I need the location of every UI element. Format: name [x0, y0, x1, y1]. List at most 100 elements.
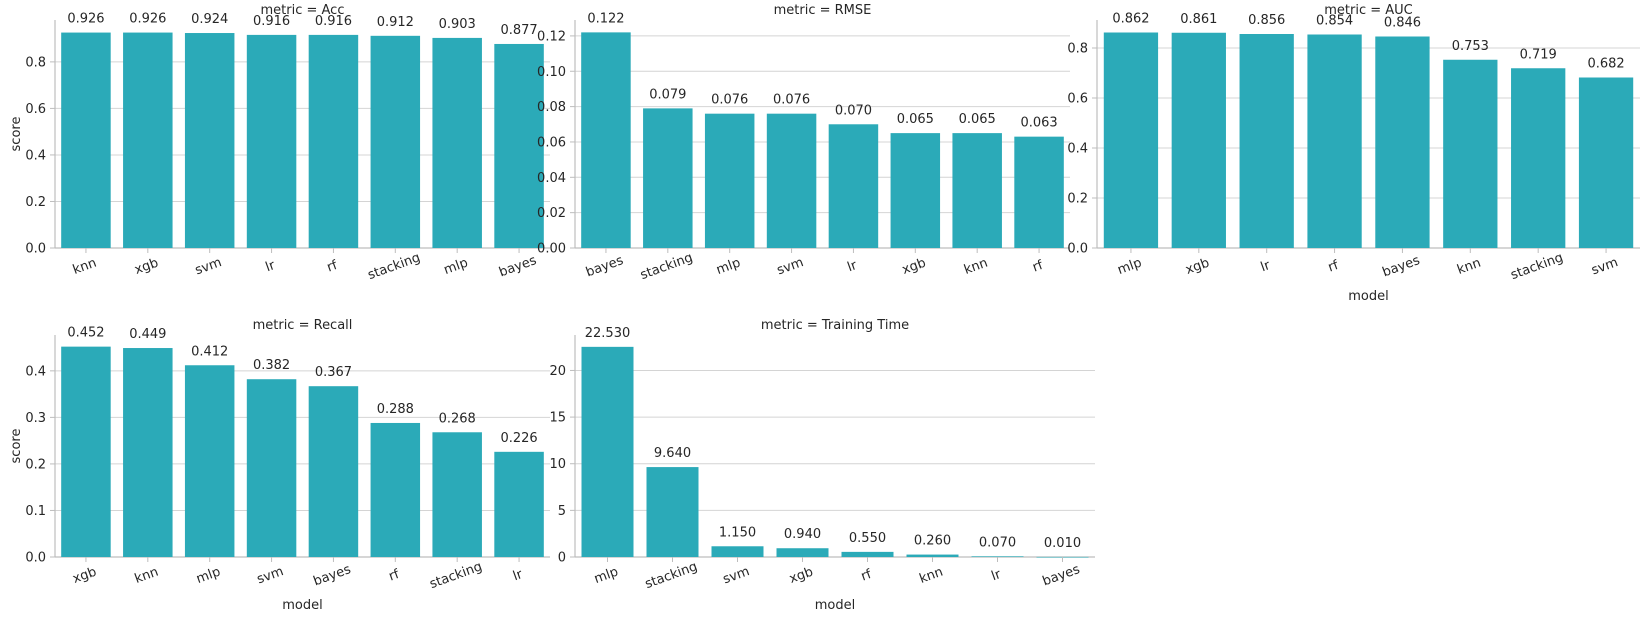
- y-tick-label: 0.00: [537, 242, 566, 257]
- x-tick-label: xgb: [71, 565, 99, 587]
- data-label: 0.449: [129, 327, 166, 342]
- bar: [704, 113, 755, 249]
- data-label: 0.916: [315, 14, 352, 29]
- x-tick-label: bayes: [1041, 562, 1083, 589]
- x-tick-label: stacking: [366, 250, 422, 283]
- data-label: 0.877: [500, 23, 537, 38]
- x-tick-label: xgb: [133, 256, 161, 278]
- panel-5: 0 5 10 15 20 22.530 mlp 9.640 stacking 1.150 svm 0.…: [549, 318, 1095, 613]
- data-label: 0.682: [1587, 57, 1624, 72]
- x-tick-label: bayes: [584, 253, 626, 280]
- data-label: 0.924: [191, 12, 228, 27]
- y-tick-label: 5: [558, 504, 566, 519]
- y-tick-label: 0.04: [537, 171, 566, 186]
- data-label: 0.916: [253, 14, 290, 29]
- panel-title: metric = Recall: [253, 318, 353, 333]
- panel-title: metric = AUC: [1324, 3, 1413, 18]
- x-tick-label: svm: [193, 255, 224, 278]
- bar: [432, 432, 482, 557]
- x-tick-label: knn: [917, 565, 945, 587]
- bar: [1014, 136, 1064, 248]
- data-label: 0.862: [1112, 12, 1149, 27]
- x-tick-label: stacking: [638, 250, 694, 283]
- bar: [711, 546, 764, 557]
- data-label: 0.912: [377, 15, 414, 30]
- y-tick-label: 0.2: [25, 457, 46, 472]
- bar: [952, 133, 1002, 248]
- data-label: 0.122: [587, 11, 624, 26]
- x-tick-label: knn: [133, 565, 161, 587]
- y-tick-label: 0.0: [25, 242, 46, 257]
- x-tick-label: lr: [845, 258, 859, 275]
- data-label: 0.076: [773, 93, 810, 108]
- y-tick-label: 0.10: [537, 65, 566, 80]
- data-label: 0.926: [129, 12, 166, 27]
- panel-title: metric = RMSE: [774, 3, 872, 18]
- bar: [308, 386, 359, 557]
- data-label: 9.640: [654, 446, 691, 461]
- data-label: 0.382: [253, 358, 290, 373]
- bar: [643, 108, 693, 248]
- data-label: 0.063: [1020, 116, 1057, 131]
- x-tick-label: stacking: [1509, 250, 1565, 283]
- y-tick-label: 15: [549, 411, 566, 426]
- panel-title: metric = Training Time: [761, 318, 909, 333]
- data-label: 0.926: [67, 12, 104, 27]
- data-label: 0.412: [191, 344, 228, 359]
- x-tick-label: rf: [1031, 258, 1046, 276]
- y-tick-label: 0.3: [25, 411, 46, 426]
- y-tick-label: 0.8: [1067, 42, 1088, 57]
- data-label: 0.010: [1044, 536, 1081, 551]
- data-label: 0.856: [1248, 13, 1285, 28]
- bar: [61, 346, 111, 557]
- data-label: 0.076: [711, 93, 748, 108]
- bar: [184, 33, 235, 249]
- x-tick-label: svm: [721, 564, 752, 587]
- data-label: 0.940: [784, 527, 821, 542]
- data-label: 0.260: [914, 534, 951, 549]
- x-tick-label: lr: [1259, 258, 1273, 275]
- x-tick-label: xgb: [900, 256, 928, 278]
- bar: [123, 32, 173, 249]
- y-axis-label: score: [9, 117, 24, 152]
- bar: [370, 35, 421, 249]
- data-label: 0.065: [959, 112, 996, 127]
- x-tick-label: mlp: [1116, 255, 1144, 277]
- bar: [246, 34, 297, 248]
- bar: [581, 346, 634, 557]
- data-label: 0.070: [835, 103, 872, 118]
- panel-4: 0.0 0.1 0.2 0.3 0.4 0.452 xgb 0.449 knn 0.412 mlp 0…: [9, 318, 550, 613]
- y-tick-label: 0.6: [1067, 92, 1088, 107]
- bar: [1239, 34, 1294, 248]
- data-label: 1.150: [719, 525, 756, 540]
- data-label: 0.903: [439, 17, 476, 32]
- x-axis-label: model: [815, 598, 855, 613]
- y-tick-label: 0.06: [537, 135, 566, 150]
- data-label: 0.079: [649, 87, 686, 102]
- x-tick-label: xgb: [787, 565, 815, 587]
- bar: [646, 467, 699, 557]
- bar: [184, 365, 235, 557]
- x-tick-label: lr: [511, 567, 525, 584]
- bar: [1511, 68, 1566, 248]
- y-tick-label: 0.4: [25, 148, 46, 163]
- x-tick-label: rf: [325, 258, 340, 276]
- x-tick-label: knn: [1455, 256, 1483, 278]
- y-tick-label: 0.4: [1067, 142, 1088, 157]
- data-label: 0.861: [1180, 12, 1217, 27]
- x-tick-label: mlp: [592, 564, 620, 586]
- bar: [494, 43, 544, 249]
- panel-2: 0.00 0.02 0.04 0.06 0.08 0.10 0.12 0.122 bayes 0.…: [537, 3, 1070, 283]
- bar: [246, 379, 297, 557]
- y-tick-label: 0.4: [25, 364, 46, 379]
- y-tick-label: 0.12: [537, 29, 566, 44]
- bar: [828, 124, 879, 248]
- y-tick-label: 10: [549, 457, 566, 472]
- x-tick-label: stacking: [643, 559, 699, 592]
- y-tick-label: 0.0: [25, 551, 46, 566]
- y-tick-label: 0.2: [1067, 192, 1088, 207]
- y-tick-label: 0.2: [25, 195, 46, 210]
- x-tick-label: mlp: [442, 255, 470, 277]
- data-label: 0.719: [1520, 47, 1557, 62]
